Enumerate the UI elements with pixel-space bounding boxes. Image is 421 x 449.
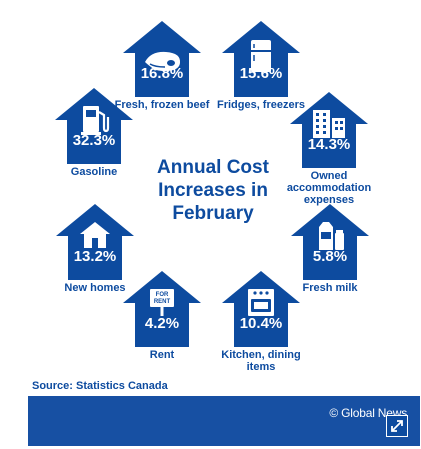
gas-pump-icon xyxy=(81,106,110,135)
milk-icon xyxy=(319,222,344,250)
item-value: 15.6% xyxy=(239,65,283,82)
expand-icon xyxy=(391,420,403,432)
item-value: 32.3% xyxy=(72,132,116,149)
house-shape: 14.3% xyxy=(288,90,370,170)
house-shape: 10.4% xyxy=(220,269,302,349)
item-value: 4.2% xyxy=(144,315,180,332)
house-shape: 32.3% xyxy=(53,86,135,166)
house-shape: 5.8% xyxy=(289,202,371,282)
item-label: New homes xyxy=(64,282,126,294)
infographic-card xyxy=(28,8,412,394)
svg-text:FOR: FOR xyxy=(156,292,169,298)
item-value: 5.8% xyxy=(312,248,348,265)
house-shape: FOR RENT 4.2% xyxy=(121,269,203,349)
item-label: Rent xyxy=(149,349,175,361)
house-shape: 13.2% xyxy=(54,202,136,282)
item-value: 13.2% xyxy=(73,248,117,265)
item-label: Gasoline xyxy=(70,166,118,178)
item-label: Fridges, freezers xyxy=(216,99,306,111)
item-label: Owned accommodation expenses xyxy=(286,170,372,206)
fridge-icon xyxy=(251,40,271,72)
kitchen-icon xyxy=(248,289,274,316)
building-icon xyxy=(313,110,345,138)
svg-text:RENT: RENT xyxy=(154,299,171,305)
item-label: Fresh, frozen beef xyxy=(114,99,210,111)
source-note: Source: Statistics Canada xyxy=(32,380,168,392)
infographic-title: Annual Cost Increases in February xyxy=(157,157,269,224)
footer-bar: © Global News xyxy=(28,396,420,446)
house-icon xyxy=(80,222,110,248)
house-shape: 15.6% xyxy=(220,19,302,99)
item-label: Kitchen, dining items xyxy=(221,349,301,373)
for-rent-sign-icon: FOR RENT xyxy=(150,289,174,316)
item-value: 10.4% xyxy=(239,315,283,332)
item-value: 14.3% xyxy=(307,136,351,153)
meat-icon xyxy=(145,51,181,71)
item-value: 16.8% xyxy=(140,65,184,82)
expand-button[interactable] xyxy=(386,415,408,437)
item-label: Fresh milk xyxy=(302,282,358,294)
house-shape: 16.8% xyxy=(121,19,203,99)
